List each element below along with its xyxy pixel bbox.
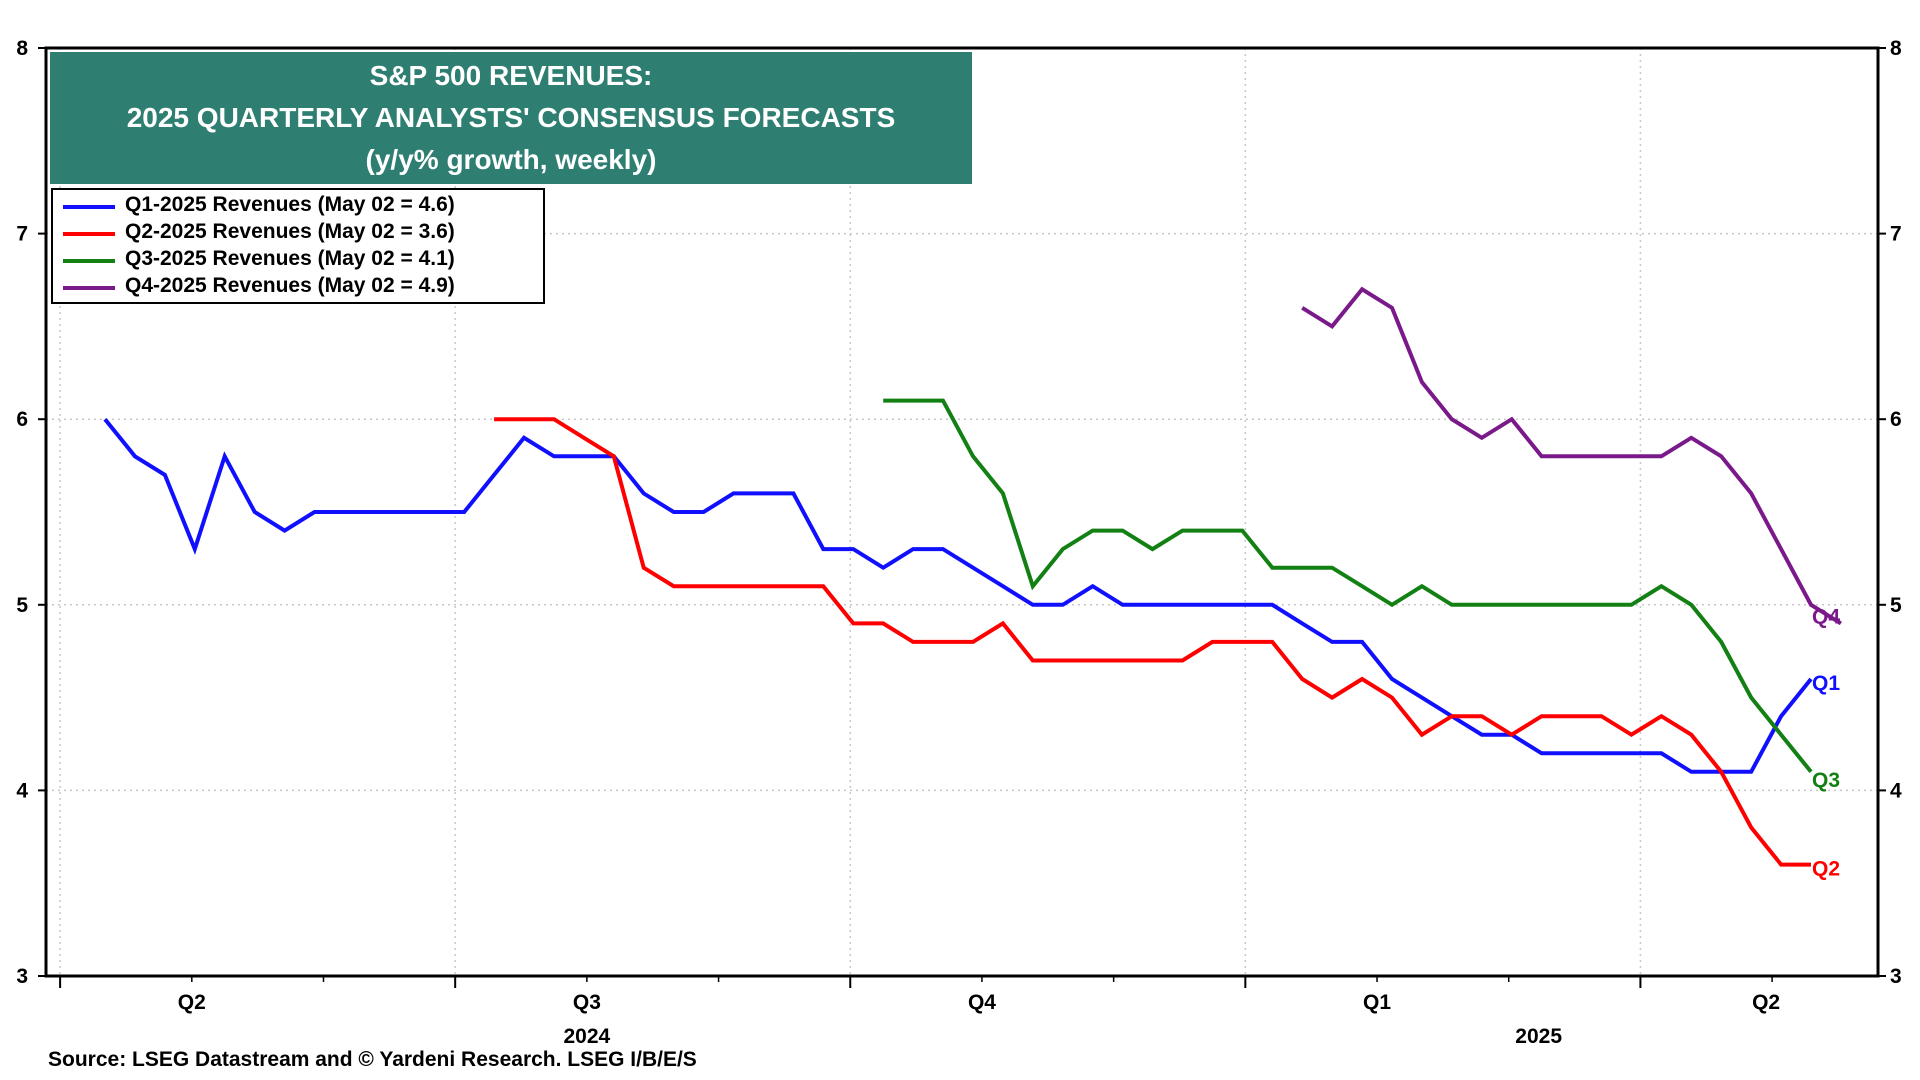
y-tick-label-left: 8 [16,37,28,60]
y-axis-left: 3 4 5 6 7 8 [16,37,46,988]
chart-title-line-1: S&P 500 REVENUES: [369,60,653,91]
legend-swatch-q1 [63,205,115,209]
y-tick-label-right: 4 [1890,779,1902,802]
end-label-q2: Q2 [1812,858,1840,881]
y-tick-label-left: 4 [16,779,28,802]
x-quarter-label: Q4 [968,991,996,1014]
y-tick-label-right: 3 [1890,965,1902,988]
legend-item-q2: Q2-2025 Revenues (May 02 = 3.6) [53,219,543,246]
x-quarter-label: Q1 [1363,991,1391,1014]
plot-frame [44,46,1880,978]
x-year-label: 2024 [564,1025,611,1048]
legend: Q1-2025 Revenues (May 02 = 4.6) Q2-2025 … [51,188,545,304]
chart-subtitle: (y/y% growth, weekly) [365,144,657,175]
x-axis: Q2 Q3 Q4 Q1 Q2 2024 2025 [59,976,1780,1048]
legend-label-q3: Q3-2025 Revenues (May 02 = 4.1) [125,247,455,270]
legend-label-q2: Q2-2025 Revenues (May 02 = 3.6) [125,220,455,243]
legend-label-q4: Q4-2025 Revenues (May 02 = 4.9) [125,274,455,297]
y-tick-label-right: 8 [1890,37,1902,60]
x-year-label: 2025 [1515,1025,1562,1048]
y-tick-label-right: 5 [1890,594,1902,617]
y-tick-label-left: 3 [16,965,28,988]
end-label-q1: Q1 [1812,672,1840,695]
series-line-q4 [1301,286,1842,626]
end-label-q4: Q4 [1812,605,1840,628]
source-note: Source: LSEG Datastream and © Yardeni Re… [48,1048,697,1071]
series-end-labels: Q1 Q2 Q3 Q4 [1812,605,1840,880]
legend-swatch-q4 [63,286,115,290]
series-lines [103,286,1842,867]
y-tick-label-left: 7 [16,223,28,246]
series-line-q1 [103,417,1813,774]
x-quarter-label: Q2 [178,991,206,1014]
x-quarter-label: Q3 [573,991,601,1014]
y-axis-right: 3 4 5 6 7 8 [1878,37,1902,988]
series-line-q2 [494,417,1811,867]
legend-swatch-q3 [63,259,115,263]
y-tick-label-right: 7 [1890,223,1902,246]
legend-item-q1: Q1-2025 Revenues (May 02 = 4.6) [53,192,543,219]
y-tick-label-right: 6 [1890,408,1902,431]
x-quarter-label: Q2 [1752,991,1780,1014]
chart-title-line-2: 2025 QUARTERLY ANALYSTS' CONSENSUS FOREC… [126,102,896,133]
legend-label-q1: Q1-2025 Revenues (May 02 = 4.6) [125,193,455,216]
end-label-q3: Q3 [1812,769,1840,792]
legend-item-q4: Q4-2025 Revenues (May 02 = 4.9) [53,273,543,300]
series-line-q3 [883,398,1813,774]
chart-title-box: S&P 500 REVENUES: 2025 QUARTERLY ANALYST… [50,52,972,184]
legend-item-q3: Q3-2025 Revenues (May 02 = 4.1) [53,246,543,273]
y-tick-label-left: 5 [16,594,28,617]
y-tick-label-left: 6 [16,408,28,431]
legend-swatch-q2 [63,232,115,236]
